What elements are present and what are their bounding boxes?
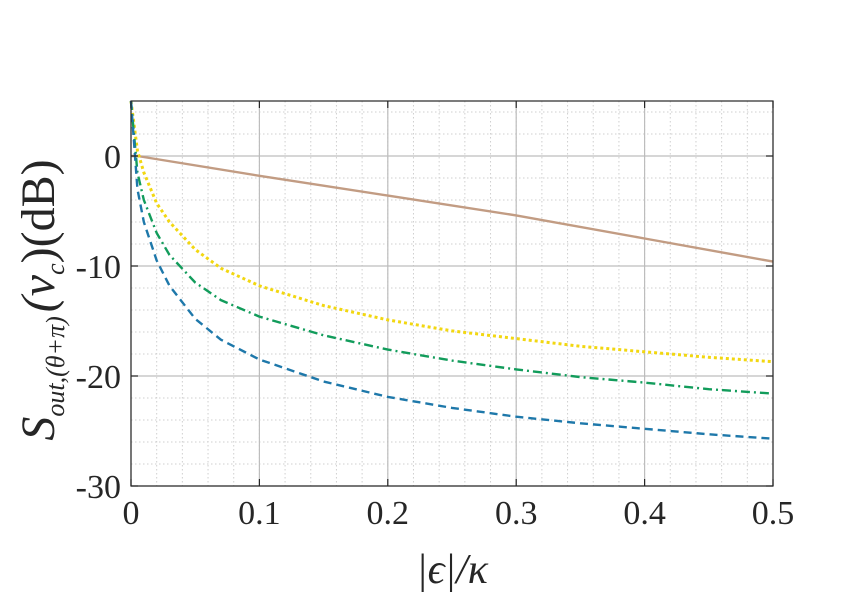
series-line-3 [129, 100, 774, 395]
y-tick-labels: -30 -20 -10 0 [76, 139, 121, 506]
y-label-main: S [12, 417, 65, 441]
y-label-arg-sub: c [41, 263, 70, 275]
x-tick-label: 0.4 [623, 495, 666, 532]
plot-background [131, 101, 773, 486]
axis-ticks [130, 101, 774, 487]
series-line-4 [129, 100, 774, 440]
y-label-unit: (dB) [12, 159, 65, 247]
y-tick-label: -20 [76, 359, 121, 396]
x-tick-label: 0.5 [752, 495, 795, 532]
y-label-arg-close: ) [12, 247, 65, 263]
y-tick-label: -30 [76, 469, 121, 506]
x-tick-label: 0.3 [495, 495, 538, 532]
plot-frame [130, 100, 774, 487]
y-axis-label: Sout,(θ+π) (νc)(dB) [12, 159, 70, 440]
y-tick-label: 0 [104, 139, 121, 176]
x-tick-labels: 0 0.1 0.2 0.3 0.4 0.5 [123, 495, 795, 532]
y-tick-label: -10 [76, 249, 121, 286]
x-tick-label: 0 [123, 495, 140, 532]
x-tick-label: 0.1 [238, 495, 281, 532]
x-tick-label: 0.2 [367, 495, 410, 532]
y-label-sub: out,(θ+π) [41, 316, 70, 416]
series-line-2 [129, 100, 774, 364]
x-axis-label: |ϵ|/κ [416, 547, 489, 593]
y-label-arg: (ν [12, 274, 65, 312]
